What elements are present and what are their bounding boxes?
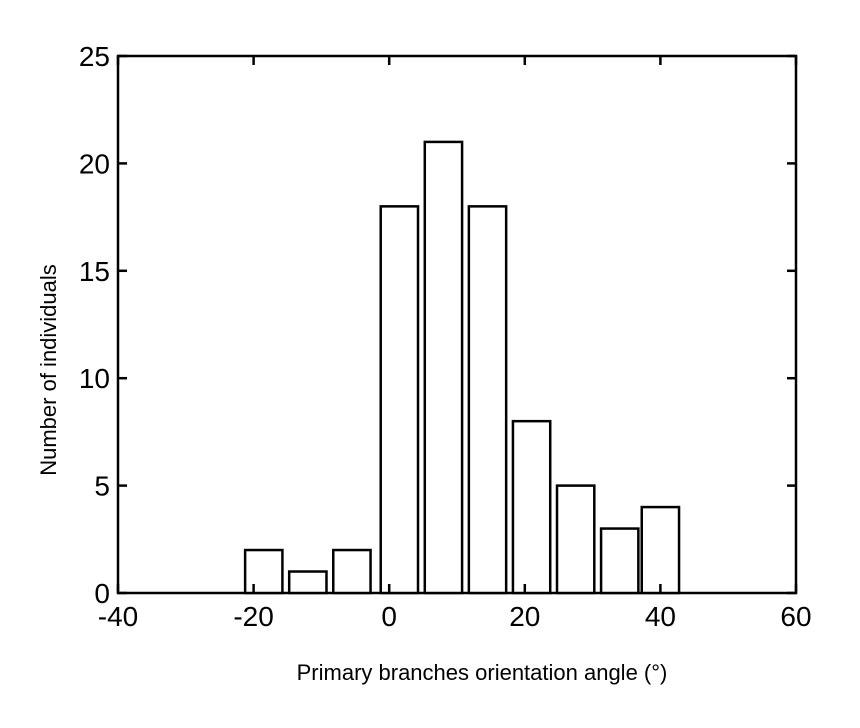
y-tick-label: 25 xyxy=(79,41,110,72)
x-tick-label: 0 xyxy=(381,601,397,632)
x-axis-title: Primary branches orientation angle (°) xyxy=(297,660,668,685)
bars-group xyxy=(243,140,681,595)
y-tick-label: 0 xyxy=(94,578,110,609)
histogram-bar xyxy=(640,505,681,595)
histogram-bar xyxy=(467,205,508,595)
y-tick-label: 15 xyxy=(79,256,110,287)
histogram-bar xyxy=(599,527,640,595)
histogram-bar xyxy=(287,570,328,595)
y-ticks-group: 0 5 10 15 20 25 xyxy=(79,41,796,609)
x-tick-label: 60 xyxy=(780,601,811,632)
x-tick-label: -20 xyxy=(233,601,273,632)
histogram-bar xyxy=(511,419,552,595)
histogram-bar xyxy=(243,548,284,595)
histogram-bar xyxy=(332,548,372,595)
histogram-bar xyxy=(423,140,464,595)
x-tick-label: 40 xyxy=(645,601,676,632)
histogram-bar xyxy=(555,484,596,595)
histogram-bar xyxy=(379,205,420,595)
y-tick-label: 20 xyxy=(79,148,110,179)
y-tick-label: 10 xyxy=(79,363,110,394)
x-tick-label: -40 xyxy=(98,601,138,632)
x-ticks-group: -40 -20 0 20 40 60 xyxy=(98,56,812,632)
y-tick-label: 5 xyxy=(94,471,110,502)
y-axis-title: Number of individuals xyxy=(36,264,61,476)
x-tick-label: 20 xyxy=(509,601,540,632)
